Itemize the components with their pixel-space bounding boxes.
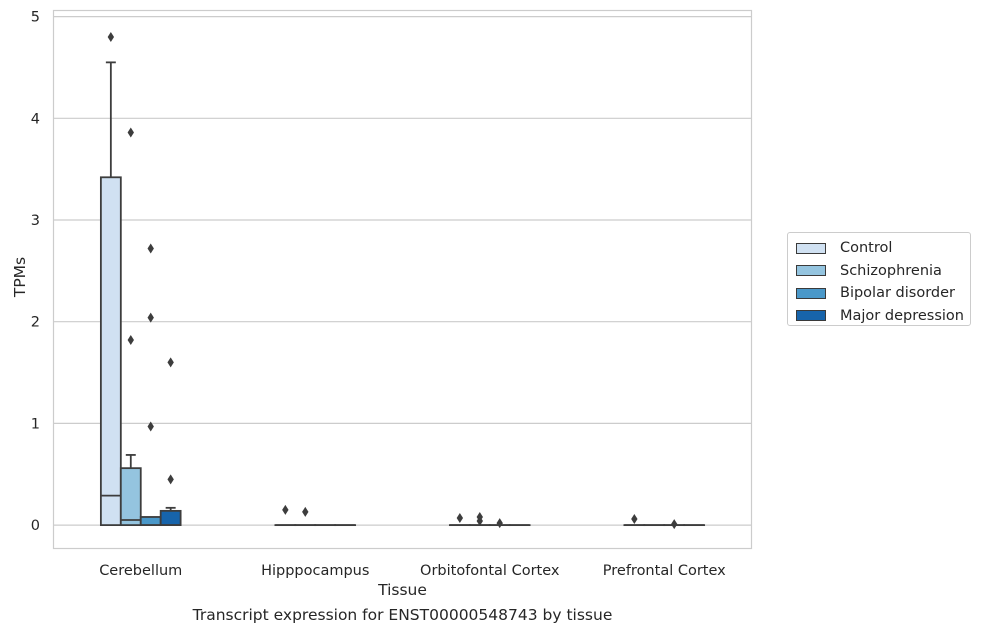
outlier-point [496,518,503,529]
legend-swatch [796,310,826,322]
gridlines [53,16,752,526]
legend-swatch [796,287,826,299]
outlier-point [282,504,289,515]
y-axis-label: TPMs [11,256,29,298]
box-bipolar-disorder [663,519,686,530]
x-tick-label: Hipppocampus [261,563,369,579]
y-tick-label: 4 [31,111,40,127]
legend-label: Bipolar disorder [840,285,955,302]
x-tick-labels: Cerebellum Hipppocampus Orbitofontal Corte… [99,563,726,579]
legend-item-major-depression: Major depression [794,305,964,328]
outlier-point [302,506,309,517]
box-bipolar-disorder [488,518,511,529]
legend-label: Schizophrenia [840,262,942,279]
box-schizophrenia [119,127,142,527]
legend-item-bipolar-disorder: Bipolar disorder [794,282,964,305]
box-bipolar-disorder [139,243,162,527]
outlier-point [147,312,154,323]
box-major-depression [159,357,182,527]
box-body [99,176,122,527]
x-tick-label: Cerebellum [99,563,182,579]
outlier-point [147,243,154,254]
box-control [274,504,297,527]
box-body [159,509,182,527]
chart-title: Transcript expression for ENST0000054874… [192,606,613,624]
y-tick-label: 1 [31,416,40,432]
box-schizophrenia [468,511,491,527]
outlier-point [476,516,483,527]
outlier-point [456,512,464,523]
x-tick-label: Orbitofontal Cortex [420,563,560,579]
box-control [448,512,471,527]
y-tick-label: 0 [31,518,40,534]
legend: Control Schizophrenia Bipolar disorder M… [787,232,971,326]
x-tick-label: Prefrontal Cortex [603,563,726,579]
box-control [99,31,122,527]
legend-swatch [796,265,826,277]
y-tick-labels: 0 1 2 3 4 5 [31,10,40,535]
legend-swatch [796,242,826,254]
legend-item-schizophrenia: Schizophrenia [794,260,964,283]
plot-frame [52,9,753,550]
outlier-point [127,335,134,346]
box-groups [99,31,706,530]
legend-item-control: Control [794,237,964,260]
outlier-point [671,519,678,530]
outlier-point [147,421,154,432]
y-tick-label: 5 [31,10,40,26]
legend-label: Major depression [840,307,964,324]
outlier-point [167,357,174,368]
box-control [623,514,646,527]
outlier-point [107,31,115,42]
outlier-point [631,514,638,525]
y-tick-label: 2 [31,315,40,331]
box-body [119,467,142,527]
outlier-point [167,474,174,485]
y-tick-label: 3 [31,213,40,229]
box-body [139,516,162,527]
box-schizophrenia [294,506,317,527]
x-axis-label: Tissue [378,581,427,599]
legend-label: Control [840,240,893,257]
outlier-point [127,127,134,138]
